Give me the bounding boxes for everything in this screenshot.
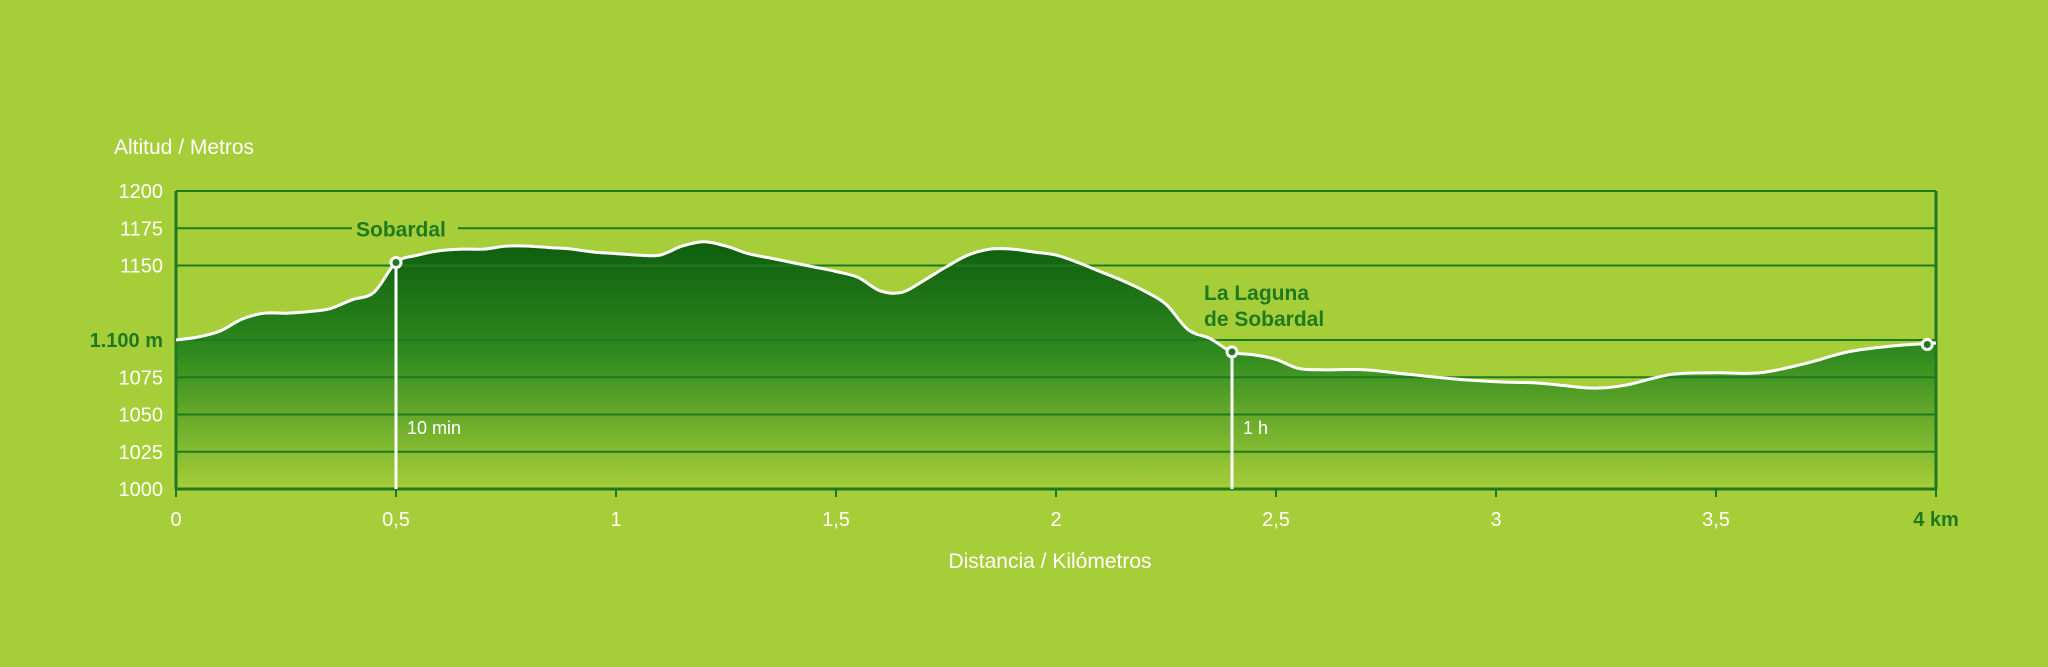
y-tick-label: 1025 [119, 442, 164, 464]
x-tick-label: 3,5 [1702, 509, 1730, 531]
y-axis-title: Altitud / Metros [114, 136, 254, 159]
elevation-line [175, 240, 1937, 390]
x-tick-label: 4 km [1913, 509, 1959, 531]
x-tick-label: 0 [170, 509, 181, 531]
x-tick-label: 3 [1490, 509, 1501, 531]
x-axis-title: Distancia / Kilómetros [948, 550, 1151, 573]
waypoint-label-background [1198, 277, 1337, 334]
x-tick-label: 2,5 [1262, 509, 1290, 531]
waypoint-label-background [352, 214, 458, 245]
x-tick-label: 0,5 [382, 509, 410, 531]
waypoint-name-label: de Sobardal [1204, 308, 1324, 331]
y-tick-label: 1000 [119, 479, 164, 501]
waypoint-time-label: 1 h [1243, 418, 1268, 438]
waypoint-dot [389, 256, 403, 270]
y-tick-label: 1.100 m [90, 330, 163, 352]
x-tick-label: 1,5 [822, 509, 850, 531]
waypoint-name-label: Sobardal [356, 219, 446, 242]
x-tick-label: 2 [1050, 509, 1061, 531]
x-tick-label: 1 [610, 509, 621, 531]
y-tick-label: 1175 [120, 218, 163, 240]
y-tick-label: 1075 [119, 367, 164, 389]
y-tick-label: 1150 [120, 256, 163, 278]
y-tick-label: 1050 [119, 405, 164, 427]
waypoint-dot [1225, 345, 1239, 359]
waypoint-dot [1920, 337, 1934, 351]
waypoint-name-label: La Laguna [1204, 282, 1309, 305]
elevation-area [176, 241, 1936, 489]
y-tick-label: 1200 [119, 181, 164, 203]
waypoint-time-label: 10 min [407, 418, 461, 438]
